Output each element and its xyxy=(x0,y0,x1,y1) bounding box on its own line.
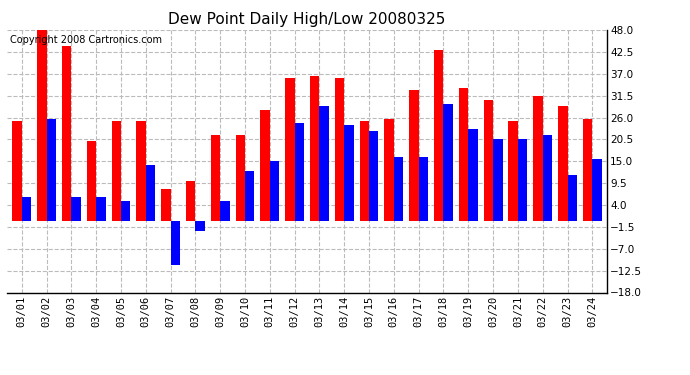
Bar xyxy=(567,175,577,221)
Bar xyxy=(444,104,453,221)
Bar xyxy=(260,110,270,221)
Text: Copyright 2008 Cartronics.com: Copyright 2008 Cartronics.com xyxy=(10,35,162,45)
Bar xyxy=(434,50,444,221)
Bar xyxy=(310,76,319,221)
Bar xyxy=(87,141,96,221)
Bar xyxy=(235,135,245,221)
Bar xyxy=(394,157,403,221)
Bar xyxy=(295,123,304,221)
Bar xyxy=(558,106,567,221)
Bar xyxy=(71,197,81,221)
Title: Dew Point Daily High/Low 20080325: Dew Point Daily High/Low 20080325 xyxy=(168,12,446,27)
Bar xyxy=(369,131,379,221)
Bar xyxy=(211,135,220,221)
Bar xyxy=(186,181,195,221)
Bar xyxy=(245,171,255,221)
Bar xyxy=(469,129,477,221)
Bar xyxy=(319,106,329,221)
Bar xyxy=(484,100,493,221)
Bar xyxy=(592,159,602,221)
Bar xyxy=(359,122,369,221)
Bar xyxy=(518,140,527,221)
Bar xyxy=(62,46,71,221)
Bar xyxy=(121,201,130,221)
Bar xyxy=(509,122,518,221)
Bar xyxy=(112,122,121,221)
Bar xyxy=(419,157,428,221)
Bar xyxy=(583,120,592,221)
Bar xyxy=(533,96,543,221)
Bar xyxy=(335,78,344,221)
Bar xyxy=(137,122,146,221)
Bar xyxy=(220,201,230,221)
Bar xyxy=(22,197,31,221)
Bar xyxy=(37,30,47,221)
Bar xyxy=(161,189,170,221)
Bar xyxy=(409,90,419,221)
Bar xyxy=(195,221,205,231)
Bar xyxy=(12,122,22,221)
Bar xyxy=(543,135,552,221)
Bar xyxy=(285,78,295,221)
Bar xyxy=(270,161,279,221)
Bar xyxy=(96,197,106,221)
Bar xyxy=(384,120,394,221)
Bar xyxy=(146,165,155,221)
Bar xyxy=(344,126,354,221)
Bar xyxy=(493,140,502,221)
Bar xyxy=(459,88,469,221)
Bar xyxy=(47,120,56,221)
Bar xyxy=(170,221,180,265)
